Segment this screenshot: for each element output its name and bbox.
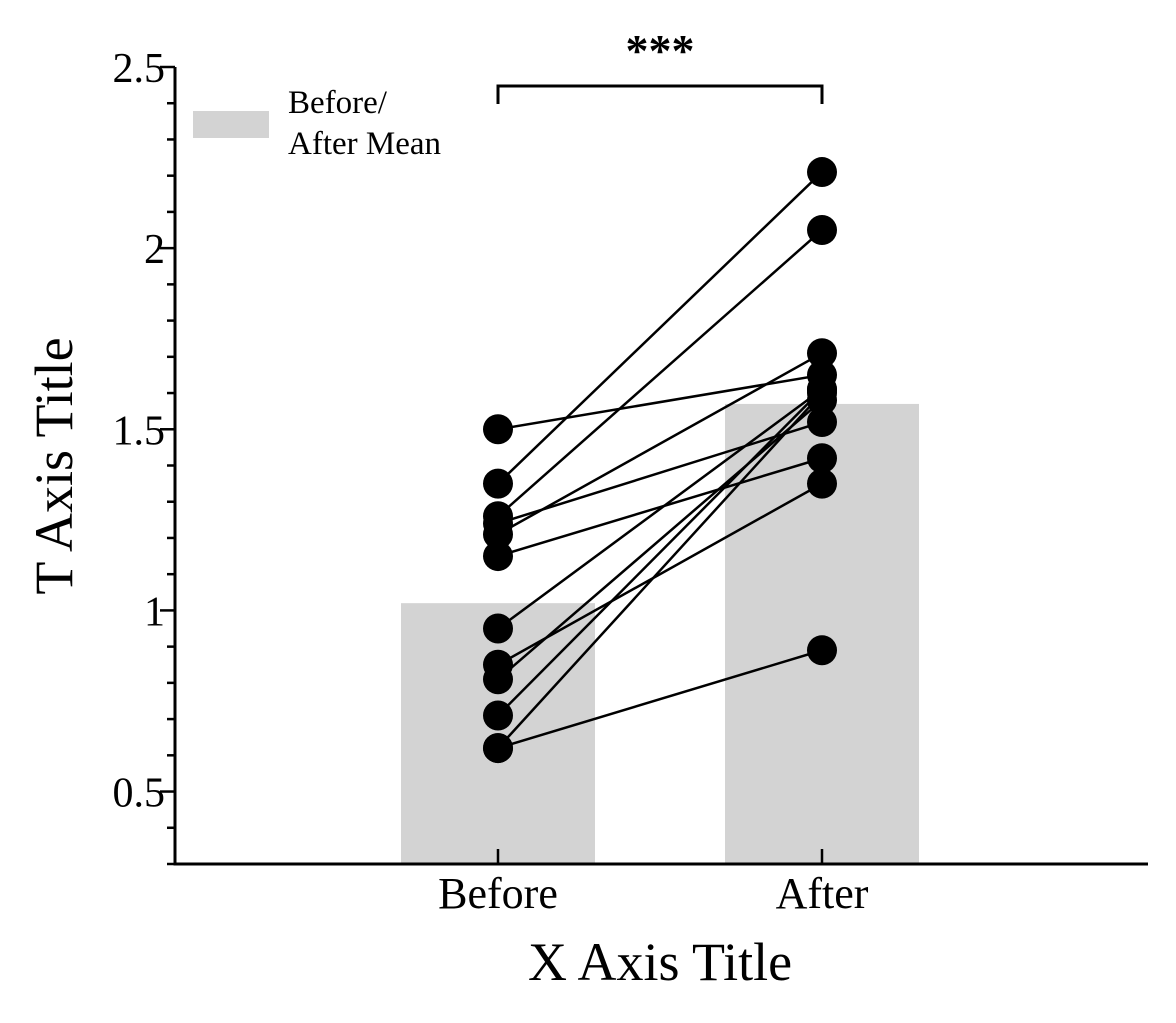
y-tick-label: 1 — [144, 589, 165, 635]
data-point-before — [483, 613, 513, 644]
x-ticks: Before After — [438, 849, 869, 918]
pair-line — [497, 229, 823, 518]
pair-lines — [497, 171, 823, 750]
y-tick-label: 2.5 — [113, 46, 166, 92]
data-point-after — [807, 338, 837, 369]
data-points — [483, 157, 837, 764]
pair-line — [497, 388, 823, 717]
y-ticks: 0.5 1 1.5 2 2.5 — [113, 46, 175, 866]
data-point-before — [483, 733, 513, 764]
significance-label: *** — [626, 25, 695, 76]
data-point-after — [807, 378, 837, 409]
data-point-before — [483, 700, 513, 731]
data-point-before — [483, 519, 513, 550]
data-point-before — [483, 541, 513, 572]
data-point-after — [807, 635, 837, 666]
pair-line — [497, 649, 823, 750]
data-point-after — [807, 407, 837, 438]
data-point-after — [807, 443, 837, 474]
axes — [173, 67, 1148, 866]
y-axis-title: T Axis Title — [24, 337, 84, 594]
data-point-before — [483, 468, 513, 499]
data-point-before — [483, 414, 513, 445]
data-point-after — [807, 157, 837, 188]
data-point-after — [807, 215, 837, 246]
data-point-after — [807, 468, 837, 499]
y-tick-label: 2 — [144, 227, 165, 273]
pair-line — [497, 482, 823, 666]
x-tick-label: After — [776, 869, 869, 918]
pair-line — [497, 388, 823, 630]
pair-line — [497, 399, 823, 681]
y-tick-label: 1.5 — [113, 408, 166, 454]
data-point-before — [483, 664, 513, 695]
x-axis-title: X Axis Title — [528, 932, 792, 992]
pair-line — [497, 171, 823, 485]
pair-line — [497, 457, 823, 558]
pair-line — [497, 420, 823, 525]
x-tick-label: Before — [438, 869, 558, 918]
significance-bracket: *** — [496, 25, 824, 104]
pair-line — [497, 392, 823, 749]
legend-swatch — [193, 111, 269, 138]
pair-line — [497, 352, 823, 536]
legend-label-line1: Before/ — [288, 85, 388, 121]
y-tick-label: 0.5 — [113, 771, 166, 817]
bracket-line — [496, 84, 824, 104]
legend-label-line2: After Mean — [288, 126, 441, 162]
legend: Before/ After Mean — [193, 85, 441, 162]
